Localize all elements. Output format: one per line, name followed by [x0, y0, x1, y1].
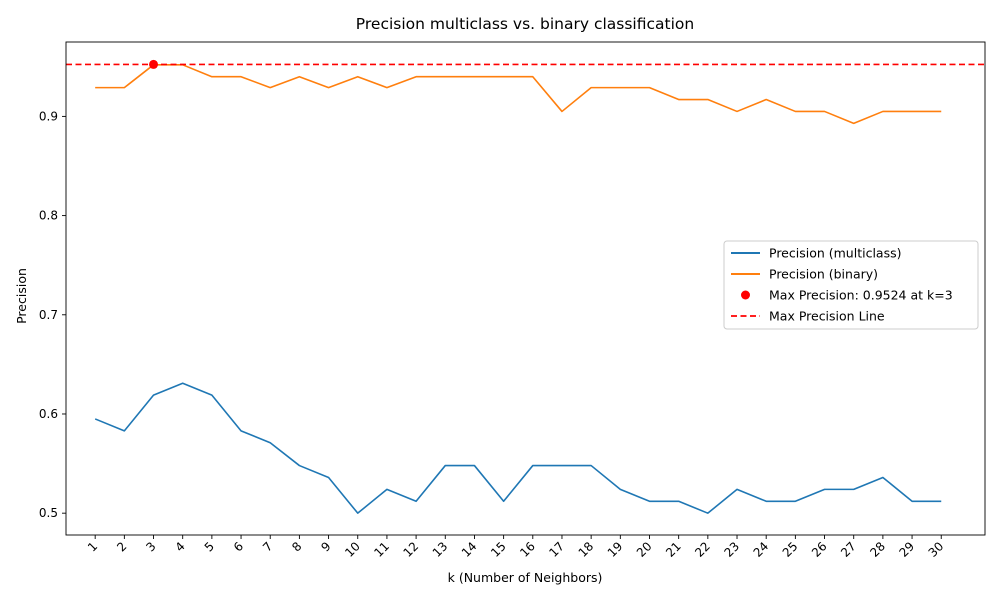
y-tick-label: 0.8 [39, 209, 58, 223]
x-tick-label: 7 [260, 539, 275, 554]
x-tick-label: 29 [896, 539, 917, 560]
x-tick-label: 6 [231, 539, 246, 554]
y-axis: 0.5 0.6 0.7 0.8 0.9 [39, 109, 66, 520]
x-tick-label: 16 [517, 539, 538, 560]
x-tick-label: 11 [371, 539, 392, 560]
legend: Precision (multiclass) Precision (binary… [723, 240, 979, 330]
legend-swatch-max-point [741, 290, 750, 300]
plot-area [65, 41, 986, 536]
x-tick-label: 30 [926, 539, 947, 560]
x-tick-label: 23 [721, 539, 742, 560]
y-tick-label: 0.6 [39, 407, 58, 421]
x-tick-label: 2 [114, 539, 129, 554]
x-axis: 1 2 3 4 5 6 7 8 9 10 11 12 13 14 15 16 17 18 19 20 21 22 23 24 2… [85, 535, 946, 560]
series-line-binary [95, 64, 942, 125]
y-tick-label: 0.5 [39, 506, 58, 520]
max-precision-point [149, 59, 159, 69]
x-tick-label: 27 [838, 539, 859, 560]
x-tick-label: 20 [634, 539, 655, 560]
x-tick-label: 22 [692, 539, 713, 560]
x-tick-label: 12 [401, 539, 422, 560]
legend-label-multiclass: Precision (multiclass) [769, 246, 901, 261]
x-tick-label: 17 [546, 539, 567, 560]
x-tick-label: 26 [809, 539, 830, 560]
x-tick-label: 25 [780, 539, 801, 560]
x-tick-label: 19 [605, 539, 626, 560]
legend-label-max-line: Max Precision Line [769, 309, 885, 324]
x-axis-label: k (Number of Neighbors) [448, 570, 603, 585]
x-tick-label: 4 [173, 539, 188, 554]
x-tick-label: 28 [867, 539, 888, 560]
legend-label-max-point: Max Precision: 0.9524 at k=3 [769, 288, 953, 303]
y-axis-label: Precision [14, 268, 29, 324]
x-tick-label: 1 [85, 539, 100, 554]
x-tick-label: 21 [663, 539, 684, 560]
x-tick-label: 10 [342, 539, 363, 560]
x-tick-label: 8 [289, 539, 304, 554]
series-line-multiclass [94, 382, 942, 514]
x-tick-label: 5 [202, 539, 217, 554]
x-tick-label: 9 [318, 539, 333, 554]
x-tick-label: 14 [459, 539, 480, 560]
chart-title: Precision multiclass vs. binary classifi… [356, 15, 694, 33]
x-tick-label: 24 [751, 539, 772, 560]
axes-frame [65, 41, 986, 536]
x-tick-label: 13 [430, 539, 451, 560]
x-tick-label: 15 [488, 539, 509, 560]
legend-label-binary: Precision (binary) [769, 267, 878, 282]
y-tick-label: 0.9 [39, 109, 58, 123]
legend-frame [723, 240, 979, 330]
x-tick-label: 18 [576, 539, 597, 560]
x-tick-label: 3 [143, 539, 158, 554]
y-tick-label: 0.7 [39, 308, 58, 322]
